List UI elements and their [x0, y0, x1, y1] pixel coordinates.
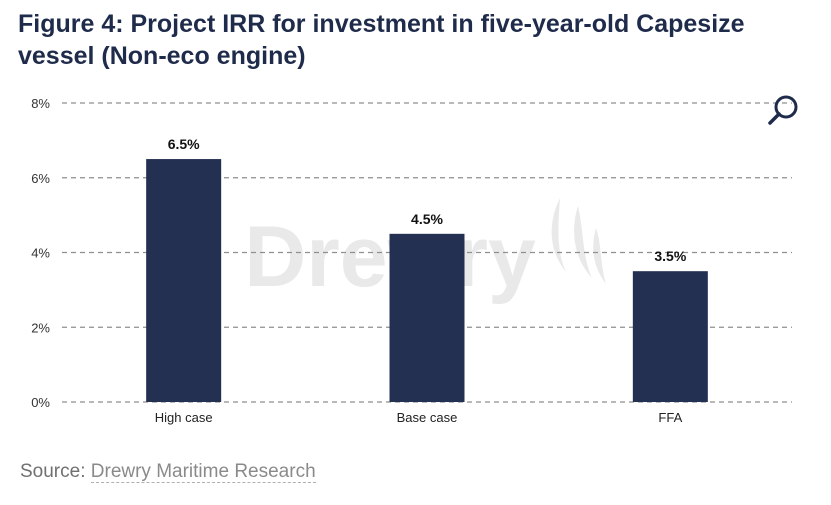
source-note: Source: Drewry Maritime Research [20, 461, 316, 483]
data-labels: 6.5% 4.5% 3.5% [168, 136, 687, 264]
data-label: 3.5% [654, 248, 686, 264]
bars [146, 159, 708, 402]
y-tick-label: 0% [31, 395, 50, 410]
data-label: 4.5% [411, 211, 443, 227]
x-tick-label: Base case [397, 410, 458, 425]
y-tick-label: 8% [31, 96, 50, 111]
data-label: 6.5% [168, 136, 200, 152]
y-axis-ticks: 0% 2% 4% 6% 8% [31, 96, 50, 410]
bar-chart: Drewry 0%2%4%6%8% 6.5%4.5%3.5% High case… [31, 95, 798, 425]
chart-title-line-1: Figure 4: Project IRR for investment in … [18, 10, 745, 38]
bar [632, 271, 708, 402]
chart-title: Figure 4: Project IRR for investment in … [18, 8, 808, 72]
y-tick-label: 4% [31, 246, 50, 261]
x-axis-ticks: High case Base case FFA [155, 410, 683, 425]
y-tick-label: 2% [31, 320, 50, 335]
bar [146, 159, 222, 402]
source-link[interactable]: Drewry Maritime Research [90, 461, 316, 483]
search-icon[interactable] [768, 95, 798, 125]
chart-title-line-2: vessel (Non-eco engine) [18, 42, 306, 70]
source-label: Source: [20, 461, 86, 482]
x-tick-label: FFA [658, 410, 682, 425]
bar [389, 233, 465, 402]
y-tick-label: 6% [31, 171, 50, 186]
x-tick-label: High case [155, 410, 213, 425]
flame-logo-icon [551, 198, 606, 284]
